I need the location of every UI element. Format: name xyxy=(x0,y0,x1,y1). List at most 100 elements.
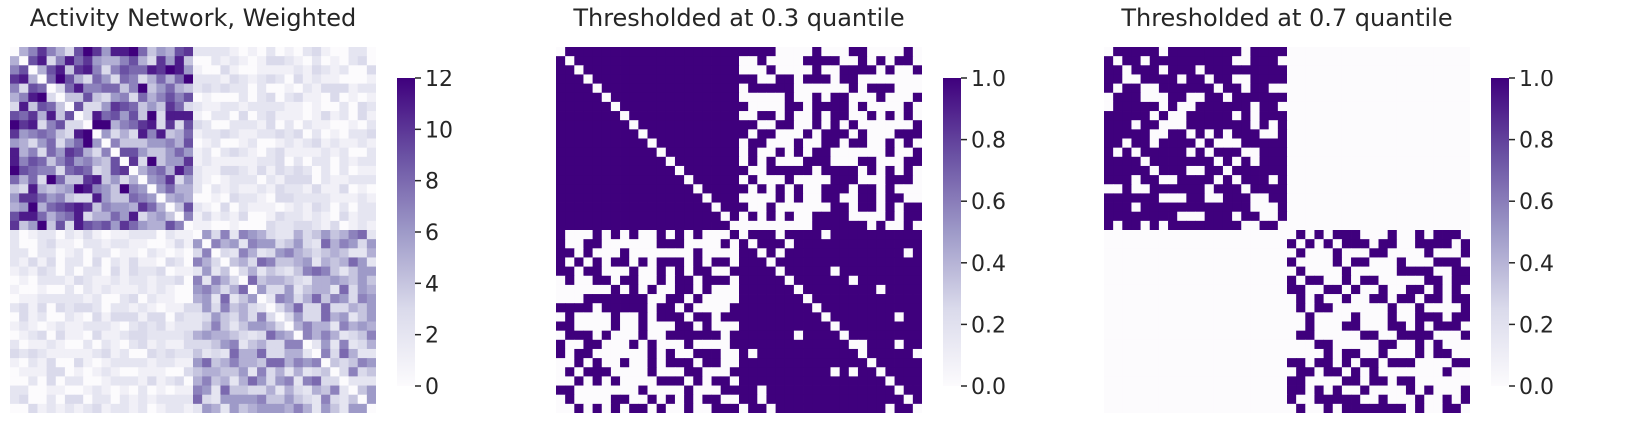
heatmap-cell xyxy=(1158,294,1169,304)
heatmap-cell xyxy=(1287,385,1297,396)
heatmap-cell xyxy=(1332,74,1343,84)
heatmap-cell xyxy=(1259,220,1270,231)
heatmap-cell xyxy=(83,101,93,112)
heatmap-cell xyxy=(601,65,612,75)
heatmap-cell xyxy=(556,312,566,322)
heatmap-cell xyxy=(138,376,148,386)
heatmap-cell xyxy=(37,303,47,313)
heatmap-cell xyxy=(330,303,340,313)
heatmap-cell xyxy=(647,74,658,84)
heatmap-cell xyxy=(766,385,776,396)
heatmap-cell xyxy=(1250,120,1260,130)
heatmap-cell xyxy=(1113,266,1123,277)
heatmap-cell xyxy=(247,202,258,213)
heatmap-cell xyxy=(1360,275,1370,286)
heatmap-cell xyxy=(348,376,359,386)
heatmap-cell xyxy=(1140,92,1151,103)
heatmap-cell xyxy=(592,284,603,295)
heatmap-cell xyxy=(848,303,859,313)
heatmap-cell xyxy=(1332,65,1343,75)
heatmap-cell xyxy=(284,312,295,322)
heatmap-cell xyxy=(1323,367,1334,377)
heatmap-cell xyxy=(128,348,139,359)
heatmap-cell xyxy=(247,376,258,386)
heatmap-cell xyxy=(1250,101,1260,112)
heatmap-cell xyxy=(702,193,712,203)
heatmap-cell xyxy=(339,156,349,167)
heatmap-cell xyxy=(293,74,304,84)
heatmap-cell xyxy=(275,367,285,377)
heatmap-cell xyxy=(647,339,658,350)
heatmap-cell xyxy=(574,147,584,158)
heatmap-cell xyxy=(1296,101,1306,112)
heatmap-cell xyxy=(867,358,877,368)
heatmap-cell xyxy=(803,239,813,249)
heatmap-cell xyxy=(784,266,795,277)
heatmap-cell xyxy=(74,376,84,386)
heatmap-cell xyxy=(729,367,740,377)
heatmap-cell xyxy=(19,101,29,112)
heatmap-cell xyxy=(46,156,57,167)
heatmap-cell xyxy=(1222,220,1233,231)
heatmap-cell xyxy=(1268,339,1279,350)
heatmap-cell xyxy=(101,330,112,341)
heatmap-cell xyxy=(583,156,593,167)
heatmap-cell xyxy=(1387,230,1398,240)
heatmap-cell xyxy=(202,165,212,176)
heatmap-cell xyxy=(1396,147,1407,158)
heatmap-cell xyxy=(1351,257,1361,267)
heatmap-cell xyxy=(1113,47,1123,57)
heatmap-cell xyxy=(1360,129,1370,139)
heatmap-cell xyxy=(803,65,813,75)
heatmap-cell xyxy=(830,202,841,213)
heatmap-cell xyxy=(348,129,359,139)
heatmap-cell xyxy=(674,376,685,386)
heatmap-cell xyxy=(220,284,230,295)
heatmap-cell xyxy=(1140,211,1151,222)
heatmap-cell xyxy=(119,348,130,359)
heatmap-cell xyxy=(784,56,795,66)
heatmap-cell xyxy=(1451,257,1462,267)
heatmap-cell xyxy=(638,92,648,103)
heatmap-cell xyxy=(665,239,676,249)
heatmap-cell xyxy=(656,111,667,121)
heatmap-cell xyxy=(848,101,859,112)
heatmap-cell xyxy=(311,202,322,213)
heatmap-cell xyxy=(275,156,285,167)
heatmap-cell xyxy=(812,147,822,158)
heatmap-cell xyxy=(193,220,203,231)
heatmap-cell xyxy=(739,266,749,277)
heatmap-cell xyxy=(638,65,648,75)
heatmap-cell xyxy=(1433,129,1443,139)
heatmap-cell xyxy=(912,394,922,405)
heatmap-cell xyxy=(1341,312,1352,322)
heatmap-cell xyxy=(848,220,859,231)
heatmap-cell xyxy=(1396,101,1407,112)
heatmap-cell xyxy=(1287,220,1297,231)
heatmap-cell xyxy=(220,220,230,231)
heatmap-cell xyxy=(257,257,267,267)
heatmap-cell xyxy=(775,367,786,377)
heatmap-cell xyxy=(720,367,731,377)
heatmap-cell xyxy=(848,175,859,185)
heatmap-cell xyxy=(620,202,630,213)
heatmap-cell xyxy=(183,376,194,386)
heatmap-cell xyxy=(229,92,240,103)
heatmap-cell xyxy=(757,184,767,194)
heatmap-cell xyxy=(293,403,304,413)
heatmap-cell xyxy=(1360,266,1370,277)
heatmap-cell xyxy=(1460,321,1470,332)
heatmap-cell xyxy=(321,321,331,332)
heatmap-cell xyxy=(739,403,749,413)
heatmap-cell xyxy=(647,230,658,240)
heatmap-cell xyxy=(83,74,93,84)
heatmap-cell xyxy=(1158,184,1169,194)
heatmap-cell xyxy=(238,376,249,386)
heatmap-cell xyxy=(174,330,185,341)
heatmap-cell xyxy=(867,120,877,130)
heatmap-cell xyxy=(83,220,93,231)
heatmap-cell xyxy=(1369,376,1379,386)
heatmap-cell xyxy=(147,284,157,295)
heatmap-cell xyxy=(284,284,295,295)
